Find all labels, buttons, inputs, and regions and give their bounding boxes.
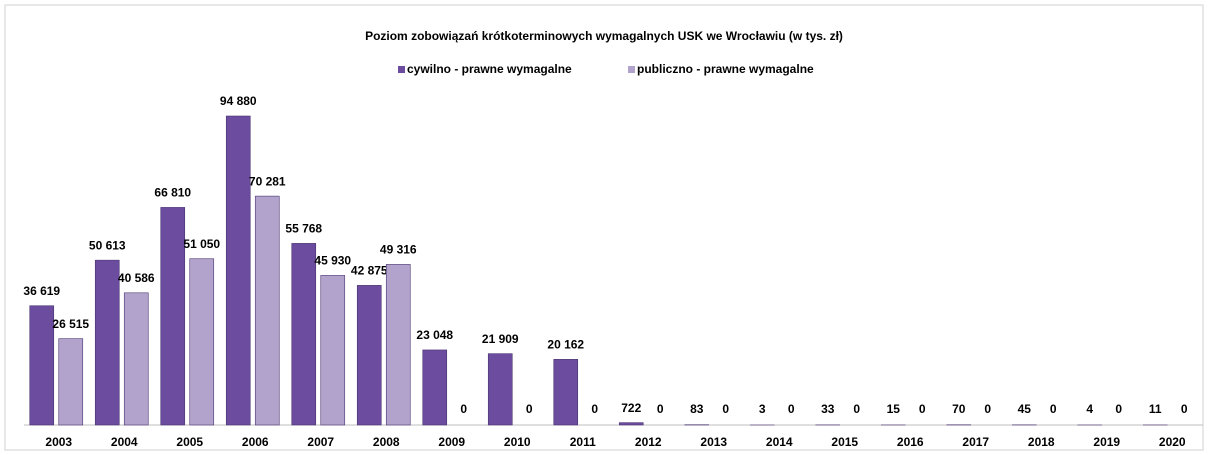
bar — [123, 292, 149, 426]
bar — [160, 207, 186, 426]
x-tick-label: 2009 — [438, 435, 465, 449]
data-label: 26 515 — [52, 317, 89, 331]
bar — [189, 258, 215, 426]
chart-title: Poziom zobowiązań krótkoterminowych wyma… — [365, 29, 843, 43]
data-label: 0 — [1115, 402, 1122, 416]
legend-label: cywilno - prawne wymagalne — [407, 62, 572, 76]
data-label: 15 — [887, 402, 901, 416]
data-label: 33 — [821, 402, 835, 416]
data-label: 51 050 — [183, 237, 220, 251]
x-tick-label: 2007 — [307, 435, 334, 449]
data-label: 0 — [1181, 402, 1188, 416]
x-tick-label: 2010 — [504, 435, 531, 449]
data-label: 83 — [690, 402, 704, 416]
data-label: 66 810 — [154, 186, 191, 200]
data-label: 11 — [1149, 402, 1162, 416]
data-label: 0 — [984, 402, 991, 416]
x-tick-label: 2017 — [962, 435, 989, 449]
data-label: 0 — [1050, 402, 1057, 416]
data-label: 4 — [1086, 402, 1093, 416]
data-label: 45 930 — [314, 254, 351, 268]
bar — [385, 264, 411, 426]
x-tick-label: 2012 — [635, 435, 662, 449]
data-label: 0 — [657, 402, 664, 416]
legend-swatch — [398, 66, 405, 73]
bar — [422, 349, 448, 426]
x-tick-label: 2019 — [1093, 435, 1120, 449]
bar — [356, 285, 382, 426]
data-label: 55 768 — [285, 222, 322, 236]
data-label: 0 — [722, 402, 729, 416]
x-tick-label: 2013 — [700, 435, 727, 449]
bar — [487, 353, 513, 426]
data-label: 21 909 — [482, 332, 519, 346]
x-tick-label: 2004 — [111, 435, 138, 449]
bar — [94, 259, 120, 426]
data-label: 0 — [460, 402, 467, 416]
data-label: 3 — [759, 402, 766, 416]
bar — [320, 275, 346, 426]
data-label: 70 281 — [249, 174, 286, 188]
data-label: 45 — [1018, 402, 1032, 416]
data-label: 42 875 — [351, 264, 388, 278]
data-label: 40 586 — [118, 271, 155, 285]
data-label: 50 613 — [89, 238, 126, 252]
data-label: 0 — [526, 402, 533, 416]
data-label: 36 619 — [23, 284, 60, 298]
x-tick-label: 2020 — [1159, 435, 1186, 449]
data-label: 20 162 — [547, 338, 584, 352]
data-label: 0 — [919, 402, 926, 416]
legend-swatch — [628, 66, 635, 73]
x-tick-label: 2008 — [373, 435, 400, 449]
x-tick-label: 2015 — [831, 435, 858, 449]
bar — [553, 359, 579, 426]
bar — [225, 115, 251, 426]
data-label: 722 — [621, 401, 641, 415]
bar — [58, 338, 84, 426]
bar — [29, 305, 55, 426]
x-tick-label: 2018 — [1028, 435, 1055, 449]
data-label: 0 — [591, 402, 598, 416]
data-label: 94 880 — [220, 94, 257, 108]
x-tick-label: 2016 — [897, 435, 924, 449]
bar — [618, 422, 644, 426]
x-tick-label: 2003 — [45, 435, 72, 449]
data-label: 70 — [952, 402, 966, 416]
x-tick-label: 2011 — [570, 435, 596, 449]
x-tick-label: 2006 — [242, 435, 269, 449]
x-tick-label: 2005 — [176, 435, 203, 449]
data-label: 49 316 — [380, 243, 417, 257]
data-label: 0 — [788, 402, 795, 416]
data-label: 0 — [853, 402, 860, 416]
legend-label: publiczno - prawne wymagalne — [637, 62, 814, 76]
bar — [254, 195, 280, 426]
data-label: 23 048 — [416, 328, 453, 342]
x-tick-label: 2014 — [766, 435, 793, 449]
bar — [291, 243, 317, 426]
